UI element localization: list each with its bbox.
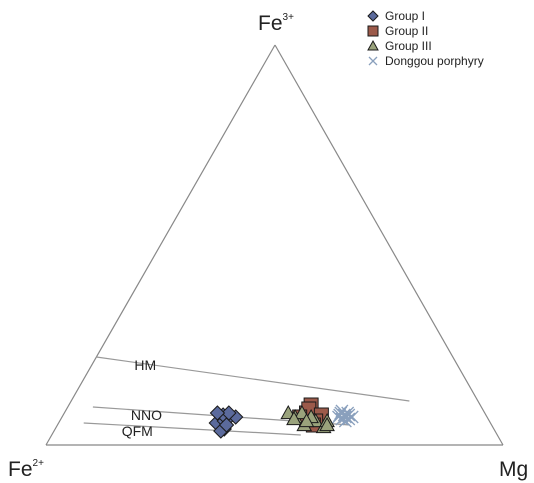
legend-marker-group-ii — [368, 26, 378, 36]
vertex-label-top-base: Fe — [258, 12, 283, 35]
vertex-label-top-sup: 3+ — [283, 12, 295, 23]
buffer-label-hm: HM — [134, 357, 156, 373]
triangle-frame — [46, 45, 503, 445]
vertex-label-right: Mg — [499, 458, 528, 481]
vertex-label-left-sup: 2+ — [33, 458, 45, 469]
data-points — [209, 398, 358, 438]
vertex-label-left: Fe2+ — [8, 458, 44, 481]
buffer-label-nno: NNO — [131, 407, 162, 423]
legend-marker-group-i — [368, 11, 378, 21]
legend-marker-group-iii — [368, 41, 378, 50]
legend-label-group-iii: Group III — [385, 39, 432, 53]
vertex-label-left-base: Fe — [8, 458, 33, 481]
buffer-label-qfm: QFM — [122, 423, 153, 439]
buffer-line-qfm — [84, 423, 301, 435]
edge-right — [275, 45, 503, 445]
vertex-label-top: Fe3+ — [258, 12, 294, 35]
vertex-label-right-base: Mg — [499, 458, 528, 481]
legend-label-group-ii: Group II — [385, 24, 428, 38]
legend-label-group-i: Group I — [385, 9, 425, 23]
edge-left — [46, 45, 275, 445]
legend-marker-donggou-porphyry — [369, 57, 377, 65]
legend-label-donggou-porphyry: Donggou porphyry — [385, 54, 484, 68]
